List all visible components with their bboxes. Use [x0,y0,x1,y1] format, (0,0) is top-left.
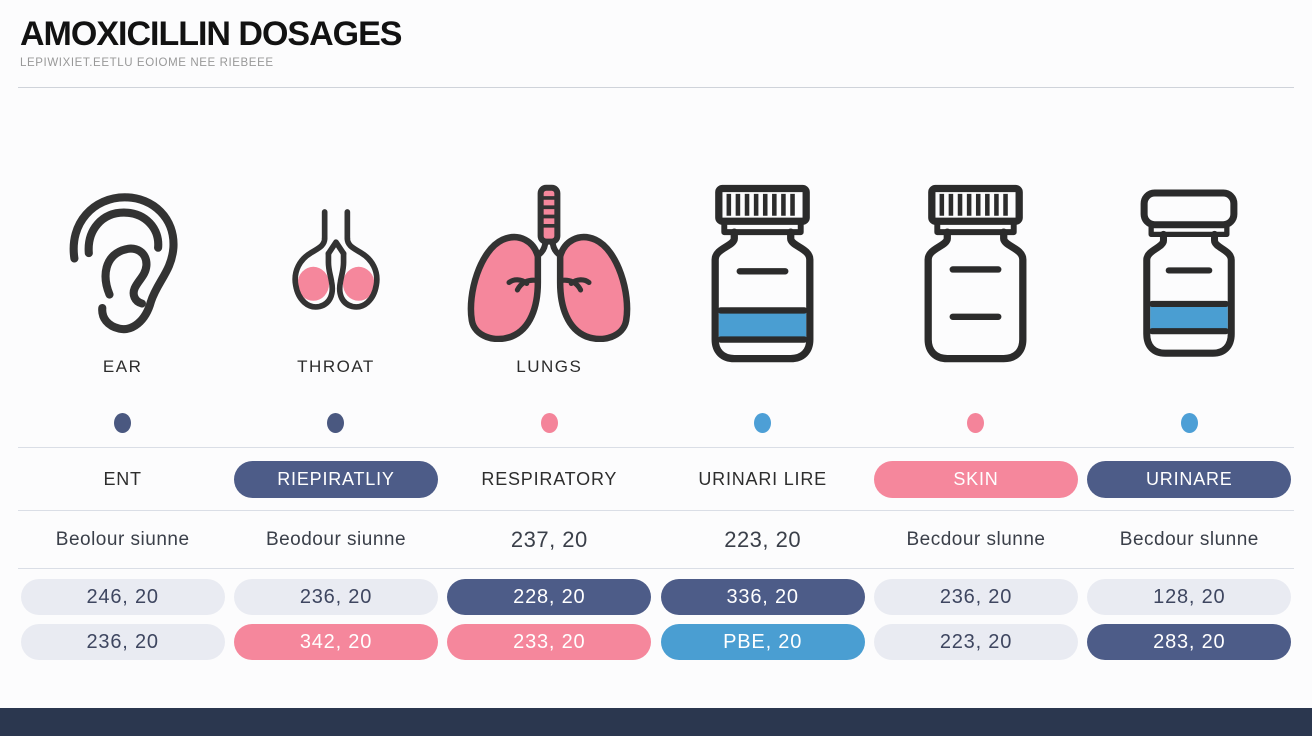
dose-text: Beolour siunne [55,528,190,550]
dot-skin [967,413,985,434]
dosage-pill-row-2: 236, 20 342, 20 233, 20 PBE, 20 223, 20 … [0,615,1312,661]
column-bottle-2 [869,174,1082,389]
dosage-pill: 246, 20 [20,579,225,616]
dot-urinary [754,413,772,434]
dosage-pill: 236, 20 [233,579,438,616]
dosage-pill: 236, 20 [20,624,225,661]
row-divider-1 [18,447,1294,449]
dosage-pill: PBE, 20 [660,624,865,661]
page-title: AMOXICILLIN DOSAGES [20,15,402,53]
dot-respiratory [540,413,558,434]
dosage-pill: 283, 20 [1087,624,1292,661]
dose-text: Beodour siunne [265,528,407,550]
throat-icon [273,174,399,352]
lungs-icon [456,174,642,352]
icon-row: EAR THROAT [0,88,1312,389]
dose-text: Becdour slunne [906,528,1046,550]
dot-throat [327,413,345,434]
pill-bottle-smooth-cap-blue-band-icon [1122,176,1256,372]
dose-text: 237, 20 [510,526,588,552]
category-row: ENT RIEPIRATLIY RESPIRATORY URINARI LIRE… [0,448,1312,510]
dosage-pill: 228, 20 [447,579,652,616]
throat-label: THROAT [297,357,375,377]
dose-text-row: Beolour siunne Beodour siunne 237, 20 22… [0,511,1312,568]
dosage-pill: 236, 20 [873,579,1078,616]
category-badge: RIEPIRATLIY [233,460,438,498]
column-lungs: LUNGS [443,174,656,389]
header: AMOXICILLIN DOSAGES LEPIWIXIET.EETLU EOI… [0,0,1312,69]
column-bottle-3 [1083,174,1296,389]
column-bottle-1 [656,174,869,389]
category-badge: URINARI LIRE [698,468,827,489]
dose-text: 223, 20 [724,526,802,552]
column-throat: THROAT [229,174,442,389]
pill-bottle-ribbed-cap-icon [907,174,1044,374]
header-divider [18,87,1294,89]
dosage-pill: 128, 20 [1087,579,1292,616]
category-badge: URINARE [1087,460,1292,498]
dose-text: Becdour slunne [1119,528,1259,550]
category-badge: ENT [103,468,142,489]
row-divider-3 [18,568,1294,570]
dosage-pill: 342, 20 [233,624,438,661]
page-subtitle: LEPIWIXIET.EETLU EOIOME NEE RIEBEEE [20,57,274,70]
category-badge: RESPIRATORY [481,468,618,489]
column-ear: EAR [16,174,229,389]
ear-icon [60,174,186,352]
footer-bar [0,708,1312,736]
category-badge: SKIN [873,460,1078,498]
row-divider-2 [18,510,1294,512]
lungs-label: LUNGS [516,357,583,377]
ear-label: EAR [102,357,143,377]
dot-ent [114,413,132,434]
dosage-pill: 223, 20 [873,624,1078,661]
dosage-pill: 336, 20 [660,579,865,616]
dosage-pill-row-1: 246, 20 236, 20 228, 20 336, 20 236, 20 … [0,569,1312,616]
dosage-pill: 233, 20 [447,624,652,661]
legend-dots-row [0,389,1312,434]
pill-bottle-ribbed-cap-blue-band-icon [694,174,831,374]
dot-urinare [1180,413,1198,434]
